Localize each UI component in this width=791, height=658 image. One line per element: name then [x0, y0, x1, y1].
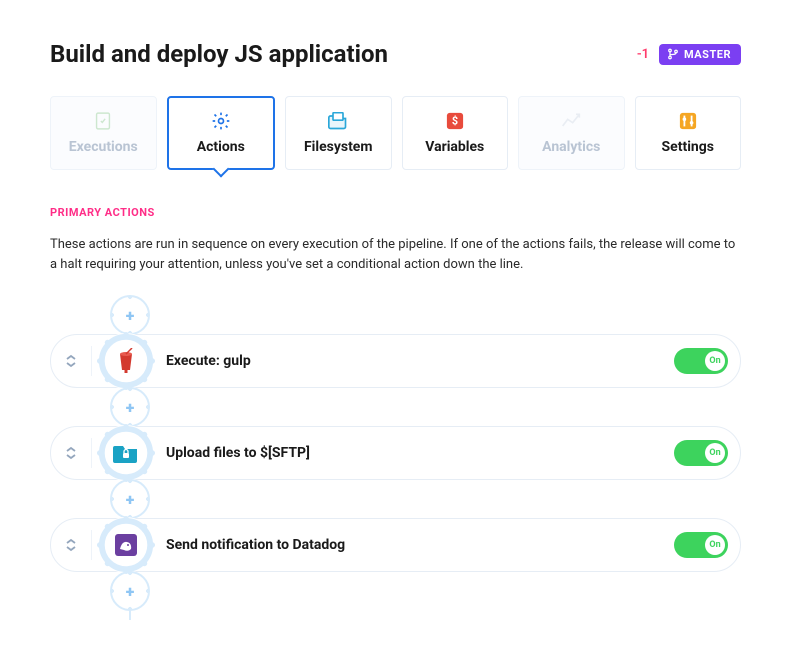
- plus-icon: +: [126, 398, 135, 417]
- action-toggle[interactable]: On: [674, 532, 728, 558]
- tab-filesystem[interactable]: Filesystem: [285, 96, 392, 170]
- action-row-datadog[interactable]: Send notification to Datadog On: [50, 518, 741, 572]
- action-row-gulp[interactable]: Execute: gulp On: [50, 334, 741, 388]
- drag-handle[interactable]: [51, 538, 91, 552]
- add-action-button[interactable]: +: [114, 483, 146, 515]
- actions-icon: [211, 111, 231, 131]
- action-icon-wrap: [98, 333, 154, 389]
- drag-handle[interactable]: [51, 354, 91, 368]
- add-action-button[interactable]: +: [114, 299, 146, 331]
- tab-executions[interactable]: Executions: [50, 96, 157, 170]
- action-icon-wrap: [98, 425, 154, 481]
- datadog-icon: [113, 532, 139, 558]
- toggle-knob: On: [705, 535, 725, 555]
- divider: [91, 530, 92, 560]
- branch-label: MASTER: [684, 48, 731, 61]
- status-indicator: -1: [637, 48, 649, 61]
- section-label: PRIMARY ACTIONS: [50, 206, 741, 219]
- add-action-button[interactable]: +: [114, 391, 146, 423]
- tab-label: Actions: [197, 139, 245, 155]
- tabs: Executions Actions Filesystem $ Variable…: [50, 96, 741, 170]
- action-title: Upload files to $[SFTP]: [160, 445, 674, 461]
- executions-icon: [93, 111, 113, 131]
- divider: [91, 346, 92, 376]
- variables-icon: $: [445, 111, 465, 131]
- add-action-button[interactable]: +: [114, 575, 146, 607]
- section-description: These actions are run in sequence on eve…: [50, 235, 741, 274]
- folder-lock-icon: [113, 440, 139, 466]
- filesystem-icon: [328, 111, 348, 131]
- toggle-knob: On: [705, 443, 725, 463]
- pipeline: + Execute: gulp On +: [50, 290, 741, 608]
- plus-icon: +: [126, 306, 135, 325]
- tab-variables[interactable]: $ Variables: [402, 96, 509, 170]
- analytics-icon: [561, 111, 581, 131]
- action-icon-wrap: [98, 517, 154, 573]
- branch-button[interactable]: MASTER: [659, 44, 741, 65]
- tab-analytics[interactable]: Analytics: [518, 96, 625, 170]
- tab-actions[interactable]: Actions: [167, 96, 276, 170]
- settings-icon: [678, 111, 698, 131]
- plus-icon: +: [126, 490, 135, 509]
- tab-label: Analytics: [542, 139, 600, 155]
- tab-settings[interactable]: Settings: [635, 96, 742, 170]
- action-title: Send notification to Datadog: [160, 537, 674, 553]
- drag-handle[interactable]: [51, 446, 91, 460]
- divider: [91, 438, 92, 468]
- tab-label: Filesystem: [304, 139, 373, 155]
- toggle-knob: On: [705, 351, 725, 371]
- page-title: Build and deploy JS application: [50, 40, 388, 68]
- tab-label: Variables: [425, 139, 484, 155]
- header-right: -1 MASTER: [637, 44, 741, 65]
- plus-icon: +: [126, 582, 135, 601]
- action-toggle[interactable]: On: [674, 348, 728, 374]
- gulp-icon: [113, 348, 139, 374]
- tab-label: Executions: [69, 139, 138, 155]
- svg-text:$: $: [452, 115, 458, 128]
- tab-label: Settings: [662, 139, 714, 155]
- action-toggle[interactable]: On: [674, 440, 728, 466]
- branch-icon: [667, 48, 679, 60]
- action-row-sftp[interactable]: Upload files to $[SFTP] On: [50, 426, 741, 480]
- action-title: Execute: gulp: [160, 353, 674, 369]
